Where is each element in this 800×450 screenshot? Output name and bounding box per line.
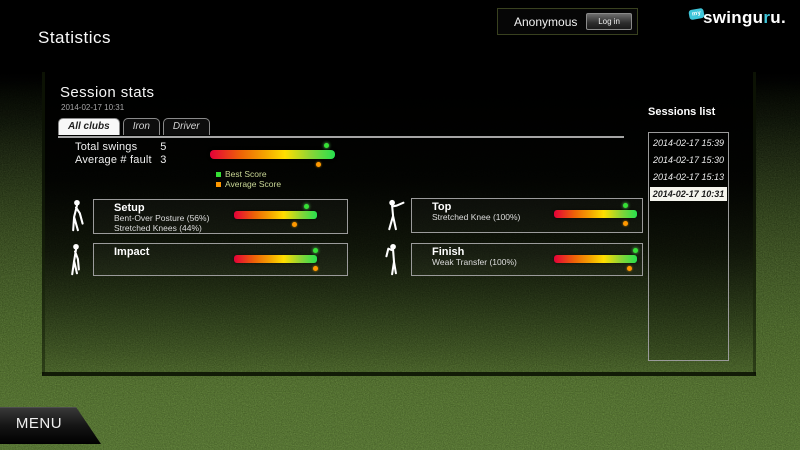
section-fault-line: Bent-Over Posture (56%) [114,213,210,223]
sessions-list-title: Sessions list [648,106,716,118]
user-name: Anonymous [514,14,578,29]
finish-score-bar [554,248,638,271]
section-setup: Setup Bent-Over Posture (56%) Stretched … [93,199,348,234]
panel-date: 2014-02-17 10:31 [61,103,125,112]
golfer-finish-icon [385,243,397,276]
stat-label: Average # fault [75,154,152,166]
stat-value: 5 [160,141,167,153]
section-title: Impact [114,246,150,258]
tab-driver[interactable]: Driver [162,118,210,135]
golfer-top-icon [388,199,405,231]
session-item-selected[interactable]: 2014-02-17 10:31 [650,187,727,201]
score-legend: Best Score Average Score [216,169,281,189]
impact-score-bar [234,248,318,271]
best-score-dot [304,204,310,209]
legend-label: Average Score [225,179,282,189]
average-score-dot [623,221,629,226]
page-title: Statistics [38,28,112,47]
tab-all-clubs[interactable]: All clubs [58,118,120,135]
section-title: Setup [114,202,145,214]
stat-label: Total swings [75,141,138,153]
golfer-setup-icon [72,199,84,232]
score-gradient-bar [234,255,317,263]
score-gradient-bar [554,210,637,218]
session-item[interactable]: 2014-02-17 15:39 [652,138,725,148]
tab-underline [58,136,624,138]
section-text: Finish Weak Transfer (100%) [432,247,517,268]
menu-label: MENU [15,415,63,432]
best-score-dot [324,143,330,148]
section-text: Setup Bent-Over Posture (56%) Stretched … [114,203,209,233]
session-stats-panel: Session stats 2014-02-17 10:31 All clubs… [42,72,756,376]
section-text: Impact [114,247,149,258]
average-score-dot [315,162,321,167]
average-score-dot [312,266,318,271]
top-score-bar [554,203,637,226]
average-score-dot [291,222,297,227]
logo-text: swingu [703,8,764,27]
legend-label: Best Score [225,169,267,179]
stat-value: 3 [160,154,167,166]
golfer-impact-icon [71,243,80,276]
section-title: Finish [432,246,465,258]
stat-average-fault: Average # fault 3 [75,154,167,167]
section-fault-line: Stretched Knees (44%) [114,222,202,233]
best-score-dot [312,248,318,253]
legend-best: Best Score [216,169,281,179]
setup-score-bar [234,204,317,227]
swinguru-logo: myswinguru. [687,7,786,28]
user-box: Anonymous Log in [497,8,638,35]
panel-title: Session stats [60,84,155,101]
section-title: Top [432,201,452,213]
legend-average: Average Score [216,179,281,189]
score-gradient-bar [554,255,637,263]
summary-stats: Total swings 5 Average # fault 3 [75,141,167,167]
logo-tail: u. [770,8,786,27]
best-score-dot [623,203,629,208]
section-finish: Finish Weak Transfer (100%) [411,243,643,276]
session-item[interactable]: 2014-02-17 15:13 [652,172,725,182]
section-fault-line: Weak Transfer (100%) [432,257,517,267]
club-tabs: All clubs Iron Driver [58,118,210,135]
section-fault-line: Stretched Knee (100%) [432,212,521,222]
tab-iron[interactable]: Iron [122,118,160,135]
section-impact: Impact [93,243,348,276]
best-score-swatch-icon [216,172,221,178]
stat-total-swings: Total swings 5 [75,141,167,154]
score-gradient-bar [234,211,317,219]
score-gradient-bar [210,150,335,159]
best-score-dot [632,248,638,253]
login-button[interactable]: Log in [586,13,632,30]
session-item[interactable]: 2014-02-17 15:30 [652,155,725,165]
logo-accent-letter: r [763,8,771,27]
sessions-list: 2014-02-17 15:39 2014-02-17 15:30 2014-0… [648,132,729,361]
overall-score-bar [210,143,335,167]
average-score-swatch-icon [216,182,221,188]
section-text: Top Stretched Knee (100%) [432,202,520,223]
average-score-dot [626,266,632,271]
section-top: Top Stretched Knee (100%) [411,198,643,233]
